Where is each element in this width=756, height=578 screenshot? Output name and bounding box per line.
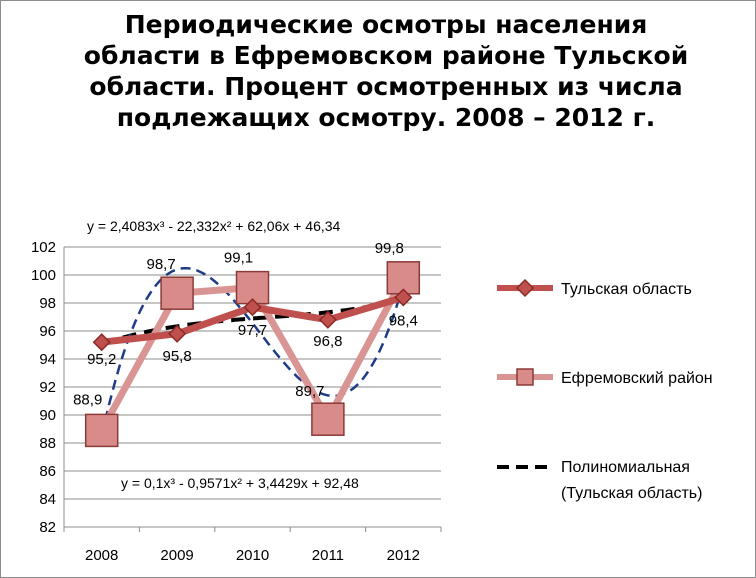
y-axis-ticks: 82 84 86 88 90 92 94 96 98 100 102 (31, 239, 56, 536)
diamond-marker (243, 298, 262, 317)
x-axis-ticks: 2008 2009 2010 2011 2012 (85, 547, 420, 564)
legend-diamond-marker (515, 278, 535, 298)
data-label: 98,4 (389, 312, 418, 329)
y-tick-label: 82 (39, 519, 56, 536)
diamond-marker (168, 324, 187, 343)
x-tick-label: 2012 (387, 547, 420, 564)
trend-equation-1: y = 0,1x³ - 0,9571x² + 3,4429x + 92,48 (121, 475, 359, 491)
legend-label-efremov: Ефремовский район (561, 370, 713, 387)
square-marker (84, 413, 119, 448)
data-label: 99,8 (375, 240, 404, 257)
x-tick-label: 2011 (312, 547, 344, 564)
legend-label-tula: Тульская область (561, 281, 692, 298)
diamond-marker (394, 288, 413, 307)
diamond-marker (318, 310, 337, 329)
data-label: 89,7 (295, 383, 324, 400)
x-tick-label: 2010 (236, 547, 269, 564)
y-tick-label: 92 (39, 379, 56, 396)
trend-equations: y = 2,4083x³ - 22,332x² + 62,06x + 46,34… (87, 218, 359, 491)
data-label: 99,1 (224, 250, 253, 267)
diamond-marker (92, 333, 111, 352)
y-tick-label: 90 (39, 407, 56, 424)
legend: Тульская область Ефремовский район Полином… (497, 278, 713, 502)
y-tick-label: 86 (39, 463, 56, 480)
y-tick-label: 100 (31, 267, 56, 284)
series-markers (84, 261, 421, 448)
axes (63, 247, 442, 532)
data-label: 96,8 (313, 333, 342, 350)
legend-label-trend-1: Полиномиальная (561, 459, 690, 476)
y-tick-label: 88 (39, 435, 56, 452)
legend-label-trend-2: (Тульская область) (561, 485, 702, 502)
square-marker (160, 276, 194, 310)
legend-square-marker (516, 368, 534, 386)
y-tick-label: 94 (39, 351, 56, 368)
data-label: 98,7 (146, 256, 175, 273)
data-label: 95,2 (87, 351, 116, 368)
trend-equation-2: y = 2,4083x³ - 22,332x² + 62,06x + 46,34 (87, 218, 341, 234)
y-tick-label: 96 (39, 323, 56, 340)
y-tick-label: 84 (39, 491, 56, 508)
data-label: 95,8 (162, 348, 191, 365)
data-label: 97,7 (238, 322, 267, 339)
data-labels: 95,2 95,8 97,7 96,8 98,4 88,9 98,7 99,1 89,7 99,8 (73, 240, 418, 409)
data-label: 88,9 (73, 391, 102, 408)
y-tick-label: 98 (39, 295, 56, 312)
x-tick-label: 2009 (160, 547, 193, 564)
trendline-2 (100, 266, 405, 437)
y-tick-label: 102 (31, 239, 56, 256)
x-tick-label: 2008 (85, 547, 118, 564)
chart-title: Периодические осмотры населения области … (83, 10, 689, 132)
square-marker (311, 402, 345, 436)
